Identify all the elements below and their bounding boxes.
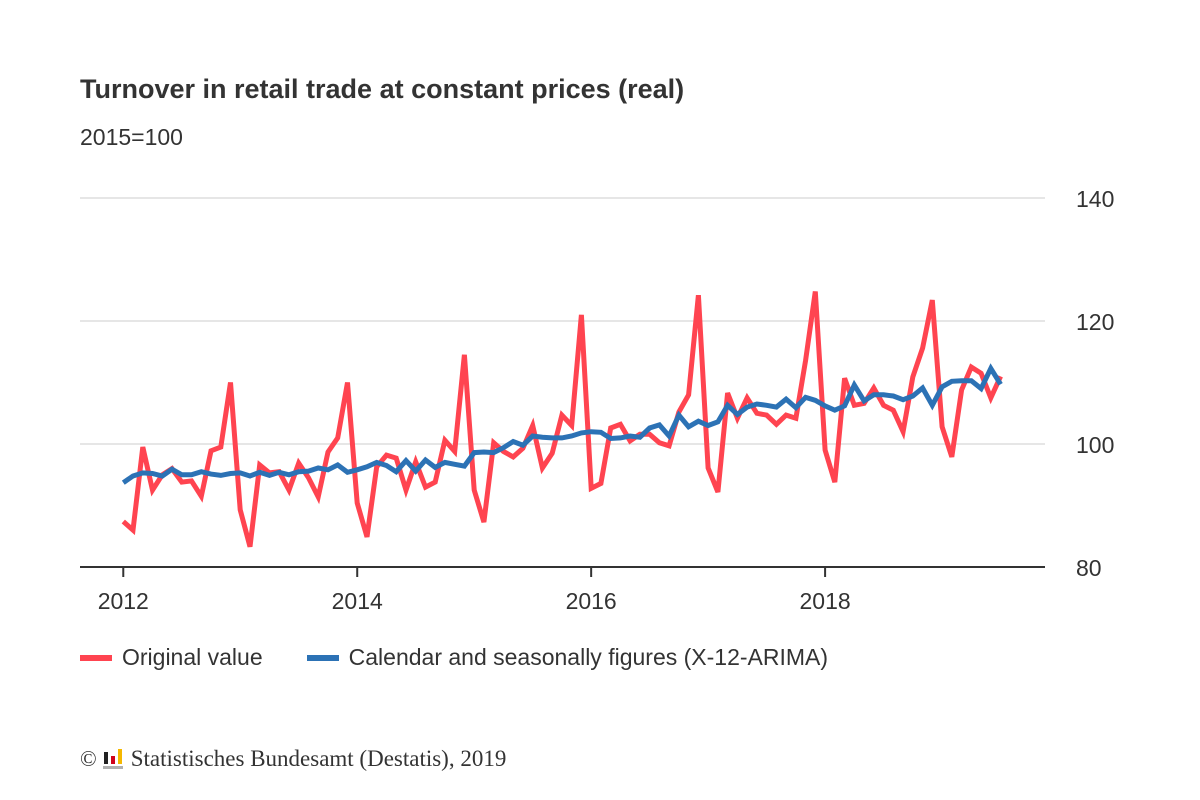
- chart-subtitle: 2015=100: [80, 124, 183, 150]
- x-tick-label: 2018: [800, 588, 851, 614]
- legend-swatch-original: [80, 654, 112, 661]
- chart-title: Turnover in retail trade at constant pri…: [80, 74, 685, 104]
- series-line-seasonally-adjusted: [121, 363, 1003, 485]
- y-tick-label: 80: [1076, 555, 1102, 581]
- legend-item-original[interactable]: Original value: [80, 644, 263, 671]
- legend-swatch-seasonally-adjusted: [306, 654, 339, 661]
- series-line-original: [121, 291, 1003, 548]
- y-axis-labels: 80 100 120 140: [1076, 186, 1114, 581]
- x-tick-label: 2016: [566, 588, 617, 614]
- legend-item-seasonally-adjusted[interactable]: Calendar and seasonally figures (X-12-AR…: [306, 644, 829, 671]
- source-text: Statistisches Bundesamt (Destatis), 2019: [130, 746, 507, 771]
- legend-label-seasonally-adjusted: Calendar and seasonally figures (X-12-AR…: [348, 644, 829, 670]
- y-tick-label: 140: [1076, 186, 1114, 212]
- x-axis: [80, 566, 1045, 577]
- y-tick-label: 100: [1076, 432, 1114, 458]
- x-axis-labels: 2012 2014 2016 2018: [98, 588, 851, 614]
- legend: Original value Calendar and seasonally f…: [80, 644, 872, 671]
- series-lines: [121, 291, 1003, 548]
- destatis-logo-icon: [102, 748, 123, 770]
- legend-label-original: Original value: [122, 644, 263, 670]
- grid-lines: [80, 197, 1045, 445]
- x-tick-label: 2014: [332, 588, 383, 614]
- source-footer: © Statistisches Bundesamt (Destatis), 20…: [80, 746, 506, 772]
- copyright-icon: ©: [80, 746, 97, 771]
- y-tick-label: 120: [1076, 309, 1114, 335]
- x-tick-label: 2012: [98, 588, 149, 614]
